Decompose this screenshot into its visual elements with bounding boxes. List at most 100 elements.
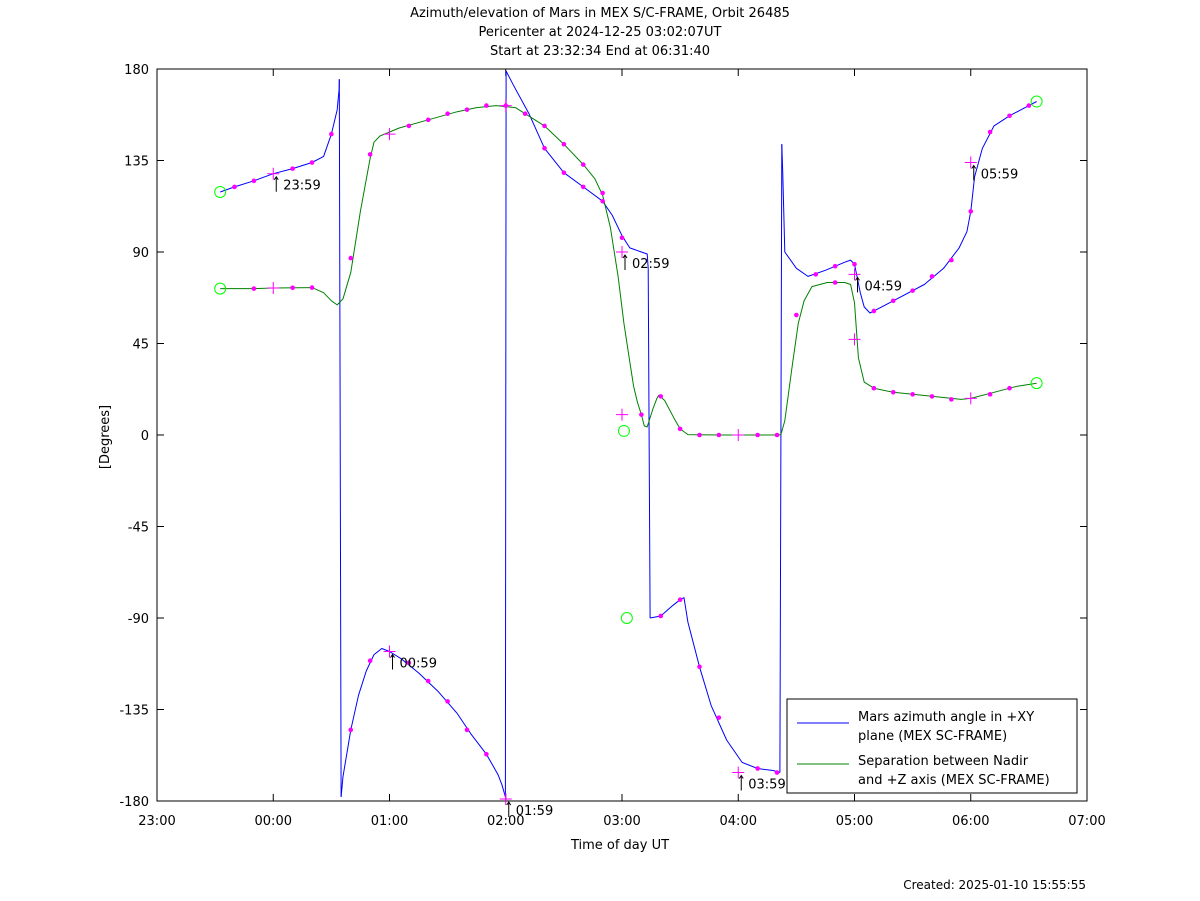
y-tick-label: 0 [141, 429, 149, 444]
y-tick-label: 45 [132, 338, 149, 353]
azimuth-marker [251, 178, 257, 184]
y-tick-label: -135 [119, 704, 149, 719]
azimuth-marker [890, 298, 896, 304]
separation-marker [464, 107, 470, 112]
azimuth-marker [232, 184, 237, 190]
separation-marker [794, 312, 799, 318]
azimuth-wrap-line [647, 268, 651, 619]
title-line-3: Start at 23:32:34 End at 06:31:40 [490, 44, 710, 59]
x-tick-label: 02:00 [487, 814, 524, 829]
separation-marker [871, 385, 877, 391]
azimuth-line-segment [505, 70, 649, 269]
azimuth-marker [949, 257, 954, 263]
x-tick-label: 05:00 [836, 814, 873, 829]
separation-marker [910, 392, 915, 397]
azimuth-wrap-line [338, 79, 342, 797]
azimuth-marker [871, 308, 877, 314]
separation-marker [677, 426, 683, 432]
y-tick-label: 135 [124, 155, 149, 170]
separation-marker [697, 432, 702, 438]
y-tick-label: 90 [132, 246, 149, 261]
separation-marker [484, 103, 489, 108]
azimuth-marker [832, 263, 838, 269]
created-timestamp: Created: 2025-01-10 15:55:55 [903, 878, 1086, 892]
separation-hour-cross [616, 408, 628, 421]
separation-marker [290, 285, 295, 291]
separation-marker [348, 255, 354, 261]
azimuth-hour-pointer [273, 175, 279, 192]
legend-label-separation-line-1: Separation between Nadir [858, 754, 1029, 769]
plot-area: 23:00 00:00 01:00 02:00 03:00 04:00 05:00 06:00… [119, 63, 1105, 829]
azimuth-marker [755, 766, 760, 771]
separation-hour-label: 04:59 [865, 279, 902, 294]
y-tick-label: -90 [128, 612, 149, 627]
azimuth-line-segment [781, 101, 1037, 314]
azimuth-marker [619, 235, 625, 241]
separation-hour-cross [848, 333, 861, 346]
azimuth-marker [561, 170, 567, 175]
title-line-2: Pericenter at 2024-12-25 03:02:07UT [478, 25, 721, 40]
x-axis-label: Time of day UT [570, 838, 669, 853]
separation-marker [445, 111, 450, 117]
hour-annotations: 23:59 00:59 01:59 02:59 03:59 05:59 04:59 [273, 164, 1018, 819]
separation-marker [561, 141, 567, 147]
azimuth-hour-label: 05:59 [981, 168, 1018, 183]
chart-title: Azimuth/elevation of Mars in MEX S/C-FRA… [410, 6, 790, 59]
azimuth-marker [580, 184, 586, 190]
separation-marker [639, 412, 644, 417]
title-line-1: Azimuth/elevation of Mars in MEX S/C-FRA… [410, 6, 790, 21]
azimuth-wrap-line [504, 70, 507, 797]
separation-marker [406, 123, 412, 129]
azimuth-hour-cross [499, 792, 512, 805]
separation-hour-cross [964, 392, 977, 405]
separation-hour-cross [732, 429, 745, 441]
azimuth-marker [406, 660, 412, 666]
azimuth-hour-cross [732, 766, 745, 779]
legend: Mars azimuth angle in +XY plane (MEX SC-… [786, 698, 1078, 794]
azimuth-marker [910, 288, 915, 293]
azimuth-marker [542, 146, 547, 151]
azimuth-marker [329, 131, 334, 137]
azimuth-marker [677, 597, 683, 602]
azimuth-marker [367, 658, 373, 663]
legend-label-separation-line-2: and +Z axis (MEX SC-FRAME) [858, 773, 1050, 788]
separation-endpoint-circle [617, 424, 630, 437]
azimuth-hour-label: 03:59 [748, 778, 785, 793]
separation-marker [755, 432, 760, 438]
azimuth-marker [600, 198, 605, 204]
azimuth-line-segment [340, 648, 506, 798]
separation-marker [949, 397, 954, 402]
azimuth-marker [658, 613, 664, 619]
separation-marker [658, 394, 664, 399]
x-tick-label: 07:00 [1068, 814, 1105, 829]
azimuth-hour-pointer [390, 653, 395, 670]
azimuth-hour-pointer [971, 164, 977, 181]
legend-label-azimuth-line-1: Mars azimuth angle in +XY [858, 710, 1034, 725]
axis-ticks: 23:00 00:00 01:00 02:00 03:00 04:00 05:00 06:00… [119, 63, 1105, 829]
legend-label-azimuth-line-2: plane (MEX SC-FRAME) [858, 729, 1007, 744]
azimuth-marker [445, 699, 450, 704]
azimuth-hour-cross [964, 156, 977, 169]
azimuth-line-segment [220, 79, 340, 193]
azimuth-marker [1007, 113, 1012, 119]
x-tick-label: 00:00 [255, 814, 292, 829]
y-tick-label: -180 [119, 795, 149, 810]
legend-box [786, 698, 1078, 794]
separation-hour-cross [499, 99, 512, 112]
separation-marker [425, 117, 431, 123]
azimuth-hour-pointer [738, 774, 744, 791]
azimuth-line-segment [650, 597, 781, 773]
separation-marker [367, 152, 373, 157]
azimuth-marker [968, 209, 974, 214]
azimuth-marker [290, 166, 295, 171]
azimuth-wrap-line [779, 144, 783, 773]
separation-marker [542, 123, 547, 129]
separation-hour-pointer [855, 276, 860, 293]
azimuth-hour-label: 02:59 [632, 257, 669, 272]
x-tick-label: 04:00 [720, 814, 757, 829]
separation-hour-cross [267, 281, 280, 294]
azimuth-hour-cross [383, 645, 396, 658]
azimuth-marker [1026, 103, 1032, 108]
y-axis-label: [Degrees] [98, 405, 113, 469]
azimuth-marker [852, 261, 857, 267]
